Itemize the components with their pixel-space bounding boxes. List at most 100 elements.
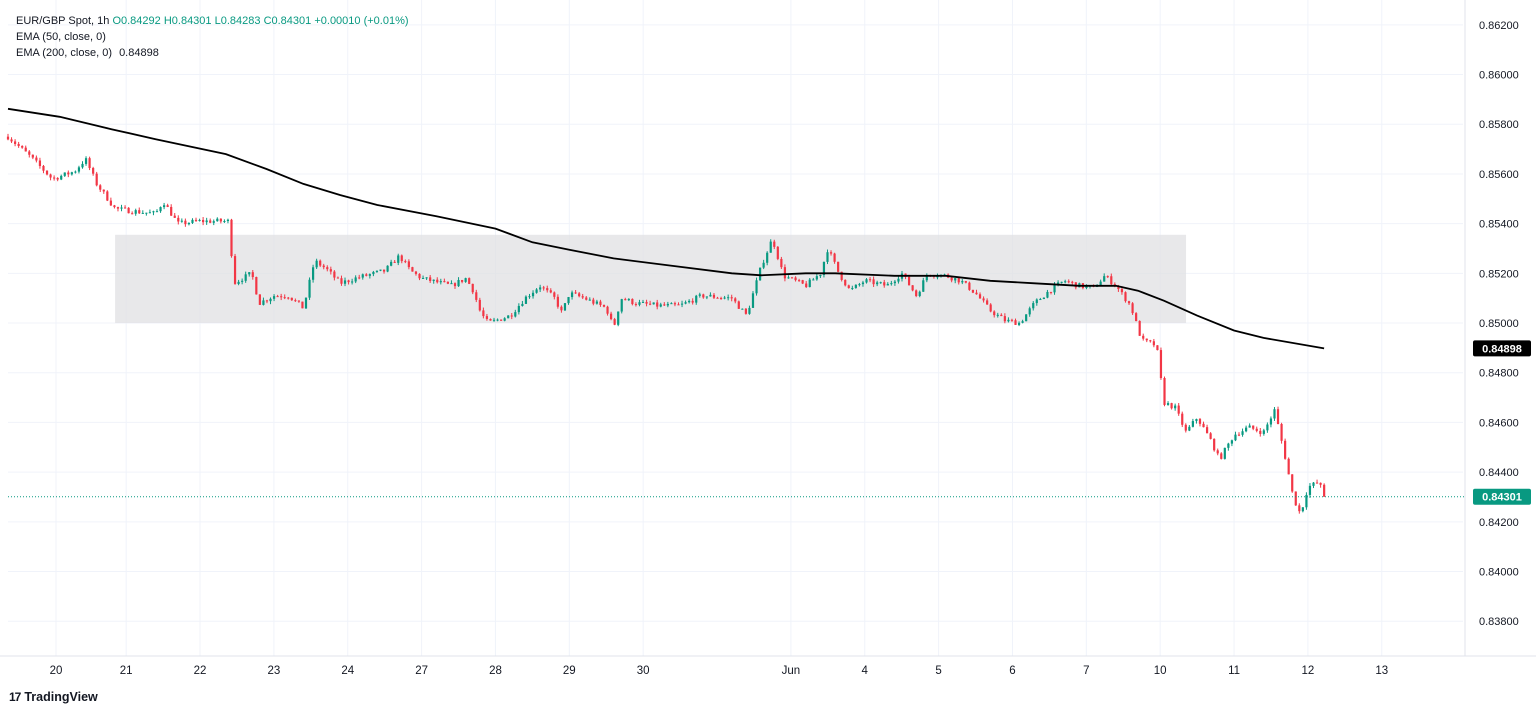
candle-body (1216, 450, 1219, 454)
candle-down (322, 263, 325, 270)
candle-body (315, 260, 318, 268)
time-axis[interactable]: 20 21 22 23 24 27 28 29 30 Jun 4 5 6 7 10 11 12 13 (0, 655, 1536, 677)
candle-body (883, 282, 886, 286)
price-tick-label: 0.84400 (1479, 467, 1519, 479)
candle-up (897, 275, 900, 284)
candle-body (609, 313, 613, 320)
candle-body (421, 277, 425, 279)
candle-up (851, 285, 854, 291)
candle-up (1188, 425, 1191, 432)
candle-body (99, 185, 102, 190)
candle-up (1007, 317, 1010, 323)
candle-body (333, 271, 336, 278)
grid-lines (8, 0, 1463, 656)
candle-down (1071, 280, 1074, 285)
candle-up (1191, 418, 1194, 428)
candle-body (241, 280, 244, 282)
candle-down (971, 289, 975, 294)
candle-body (49, 174, 52, 178)
candle-body (219, 218, 222, 222)
candle-down (578, 291, 581, 298)
candle-body (230, 219, 233, 257)
candle-body (1039, 299, 1042, 301)
candle-down (1209, 432, 1212, 440)
candle-up (741, 308, 744, 310)
candle-up (531, 290, 535, 299)
candle-up (1305, 492, 1308, 510)
candle-body (209, 220, 212, 223)
candle-body (840, 271, 843, 280)
candle-body (1067, 281, 1070, 283)
ema200-price-label[interactable]: 0.84898 (1473, 340, 1531, 357)
candle-up (315, 258, 318, 270)
candle-body (783, 267, 787, 279)
candle-body (1127, 301, 1131, 304)
candle-down (404, 259, 407, 264)
candle-down (471, 283, 474, 295)
candle-up (1042, 297, 1045, 300)
candle-up (375, 270, 379, 273)
candle-down (911, 285, 914, 292)
price-tick-label: 0.85400 (1479, 219, 1519, 231)
candle-up (187, 222, 191, 226)
candle-body (368, 274, 371, 276)
candle-up (641, 299, 645, 303)
symbol-name[interactable]: EUR/GBP Spot (16, 15, 91, 27)
ema50-row[interactable]: EMA (50, close, 0) (16, 29, 409, 45)
candle-body (212, 221, 215, 223)
tradingview-logo[interactable]: 17 TradingView (9, 690, 98, 704)
candle-body (202, 219, 205, 223)
candle-down (1131, 302, 1134, 315)
candle-body (425, 277, 428, 279)
candle-body (88, 158, 91, 169)
candle-down (209, 218, 212, 224)
candle-body (152, 211, 155, 213)
candle-down (1138, 320, 1141, 336)
candle-body (865, 279, 868, 283)
candle-down (276, 294, 279, 298)
candle-body (1252, 425, 1255, 429)
candle-up (262, 297, 265, 306)
candle-up (1312, 482, 1315, 489)
candle-body (276, 296, 279, 298)
candle-up (954, 277, 957, 284)
ema50-label: EMA (50, close, 0) (16, 31, 106, 43)
candle-body (1202, 423, 1205, 428)
candle-body (1255, 428, 1258, 431)
candle-body (957, 278, 960, 283)
price-axis[interactable]: 0.86200 0.86000 0.85800 0.85600 0.85400 0.852… (1464, 0, 1531, 656)
candle-body (390, 261, 393, 266)
candle-body (585, 297, 588, 300)
last-price-label[interactable]: 0.84301 (1473, 488, 1531, 505)
candle-body (1124, 292, 1127, 302)
candle-body (436, 279, 439, 283)
candle-body (755, 280, 758, 294)
candle-down (829, 250, 833, 256)
candle-body (372, 271, 375, 275)
candle-body (879, 282, 882, 284)
candle-body (911, 285, 914, 291)
candle-up (81, 161, 84, 169)
candle-body (716, 297, 719, 299)
candle-body (1294, 491, 1297, 506)
candle-up (1103, 273, 1106, 282)
ema200-row[interactable]: EMA (200, close, 0) 0.84898 (16, 45, 409, 61)
time-tick-label: 24 (341, 665, 354, 677)
candle-body (854, 284, 857, 288)
candle-down (712, 293, 716, 300)
candle-down (773, 239, 776, 250)
candle-up (432, 279, 435, 284)
candle-up (893, 279, 896, 286)
ema200-price-label-text: 0.84898 (1482, 343, 1522, 355)
candle-up (159, 206, 162, 213)
interval-label[interactable]: 1h (97, 15, 110, 27)
candle-body (1177, 405, 1180, 414)
candle-down (382, 269, 386, 274)
candle-up (886, 282, 889, 286)
candle-down (1323, 483, 1326, 497)
price-tick-label: 0.86200 (1479, 20, 1519, 32)
candle-down (1276, 406, 1280, 425)
candle-body (826, 252, 829, 262)
